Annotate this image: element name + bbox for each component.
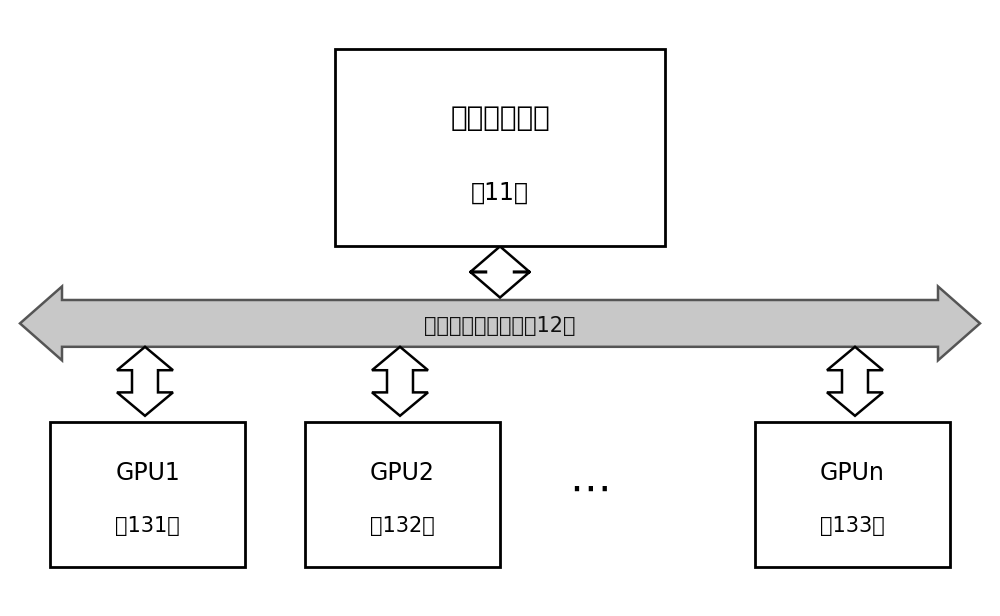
- Polygon shape: [372, 347, 428, 416]
- Text: （11）: （11）: [471, 181, 529, 205]
- Text: （133）: （133）: [820, 516, 885, 536]
- Bar: [305, 422, 500, 567]
- Text: GPU1: GPU1: [115, 461, 180, 485]
- Bar: [755, 422, 950, 567]
- Bar: [50, 422, 245, 567]
- Bar: [335, 49, 665, 246]
- Text: 运算节点互联网络（12）: 运算节点互联网络（12）: [424, 317, 576, 336]
- Text: （131）: （131）: [115, 516, 180, 536]
- Text: GPUn: GPUn: [820, 461, 885, 485]
- Text: GPU2: GPU2: [370, 461, 435, 485]
- Text: （132）: （132）: [370, 516, 435, 536]
- Text: ⋯: ⋯: [569, 469, 611, 511]
- Text: 中心控制节点: 中心控制节点: [450, 104, 550, 132]
- Polygon shape: [117, 347, 173, 416]
- Polygon shape: [827, 347, 883, 416]
- Polygon shape: [470, 246, 530, 298]
- Polygon shape: [20, 286, 980, 360]
